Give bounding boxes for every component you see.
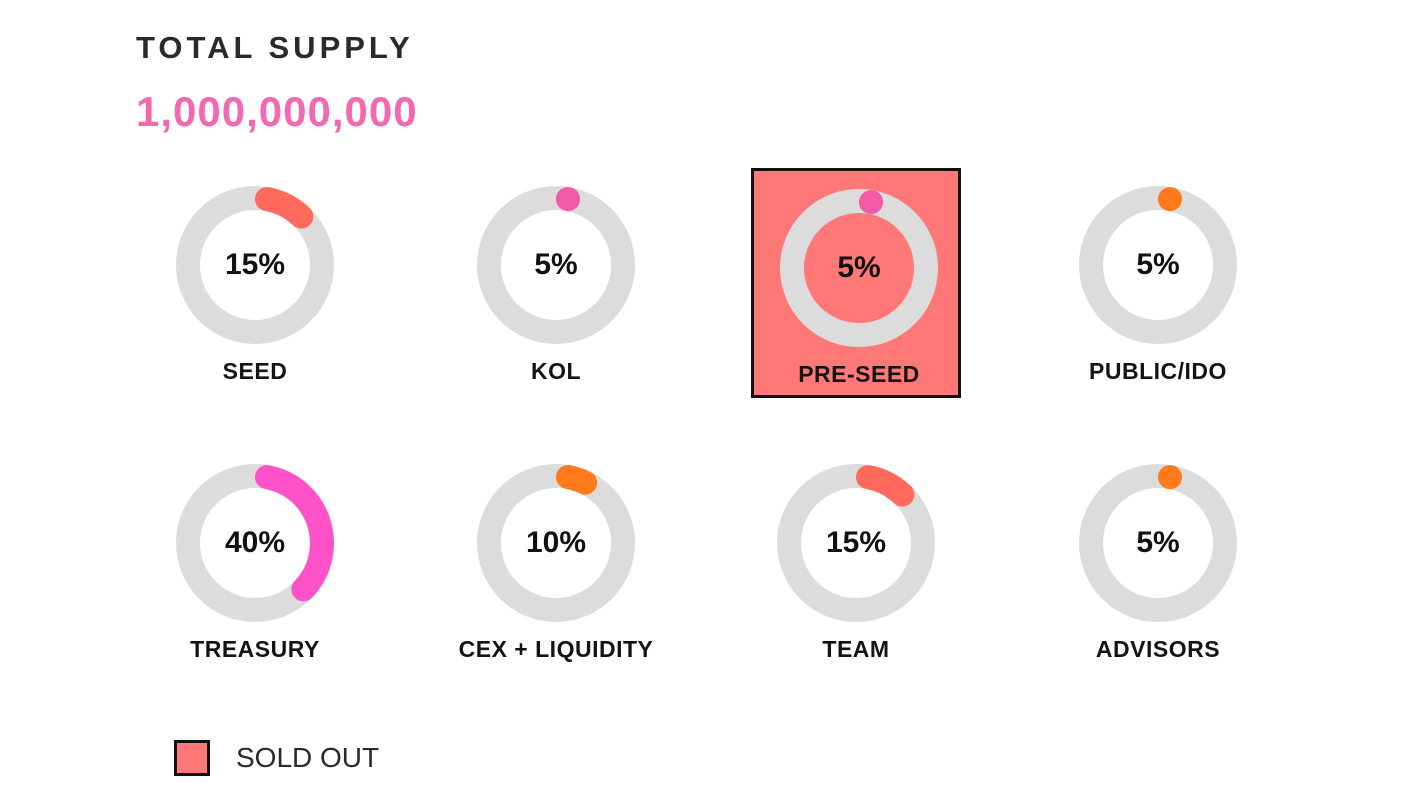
donut-segment-kol (477, 186, 635, 344)
donut-segment-public-ido (1079, 186, 1237, 344)
donut-ring-cex-liquidity: 10% (477, 464, 635, 622)
donut-segment-pre-seed (780, 189, 938, 347)
donut-ring-kol: 5% (477, 186, 635, 344)
donut-ring-pre-seed: 5% (780, 189, 938, 347)
allocation-label-kol: KOL (530, 358, 582, 384)
allocation-tile-seed: 15% SEED (150, 168, 360, 398)
allocation-label-cex-liquidity: CEX + LIQUIDITY (458, 636, 654, 662)
allocation-label-pre-seed: PRE-SEED (798, 361, 920, 387)
donut-segment-seed (176, 186, 334, 344)
percent-label-treasury: 40% (225, 526, 285, 559)
allocation-tile-public-ido: 5% PUBLIC/IDO (1053, 168, 1263, 398)
donut-segment-advisors (1079, 464, 1237, 622)
donut-ring-team: 15% (777, 464, 935, 622)
legend: SOLD OUT (174, 740, 379, 776)
allocation-label-public-ido: PUBLIC/IDO (1089, 358, 1227, 384)
allocation-tile-advisors: 5% ADVISORS (1053, 446, 1263, 676)
percent-label-kol: 5% (534, 248, 577, 281)
allocation-label-treasury: TREASURY (190, 636, 320, 662)
legend-swatch-sold-out (174, 740, 210, 776)
donut-ring-seed: 15% (176, 186, 334, 344)
donut-ring-treasury: 40% (176, 464, 334, 622)
donut-segment-cex-liquidity (477, 464, 635, 622)
donut-ring-advisors: 5% (1079, 464, 1237, 622)
percent-label-pre-seed: 5% (837, 251, 880, 284)
allocation-tile-cex-liquidity: 10% CEX + LIQUIDITY (451, 446, 661, 676)
total-supply-title: TOTAL SUPPLY (136, 30, 414, 65)
percent-label-public-ido: 5% (1136, 248, 1179, 281)
percent-label-cex-liquidity: 10% (526, 526, 586, 559)
total-supply-value: 1,000,000,000 (136, 88, 418, 135)
percent-label-team: 15% (826, 526, 886, 559)
percent-label-seed: 15% (225, 248, 285, 281)
allocation-tile-treasury: 40% TREASURY (150, 446, 360, 676)
donut-segment-team (777, 464, 935, 622)
legend-label-sold-out: SOLD OUT (236, 742, 380, 773)
allocation-label-seed: SEED (222, 358, 288, 384)
donut-segment-treasury (176, 464, 334, 622)
allocation-label-team: TEAM (822, 636, 890, 662)
allocation-tile-team: 15% TEAM (751, 446, 961, 676)
allocation-tile-kol: 5% KOL (451, 168, 661, 398)
allocation-tile-pre-seed: 5% PRE-SEED (751, 168, 961, 398)
allocation-label-advisors: ADVISORS (1095, 636, 1221, 662)
percent-label-advisors: 5% (1136, 526, 1179, 559)
donut-ring-public-ido: 5% (1079, 186, 1237, 344)
